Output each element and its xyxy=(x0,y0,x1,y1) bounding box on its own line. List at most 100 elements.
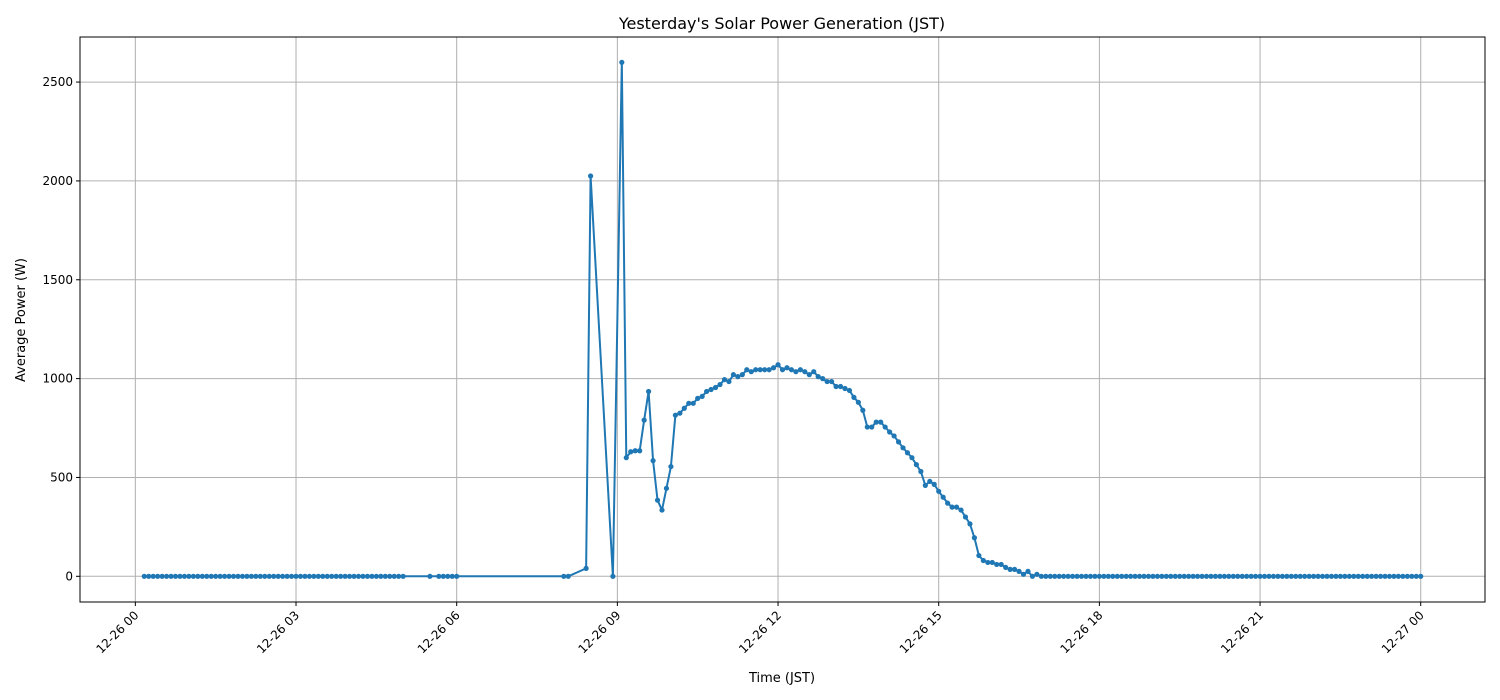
x-tick-label: 12-26 18 xyxy=(1057,608,1105,656)
data-point xyxy=(1302,573,1308,579)
y-axis-label: Average Power (W) xyxy=(14,258,29,382)
data-point xyxy=(641,417,647,423)
data-point xyxy=(208,573,214,579)
x-axis-label: Time (JST) xyxy=(748,671,815,686)
data-point xyxy=(958,507,964,513)
data-point xyxy=(1070,573,1076,579)
data-point xyxy=(1029,573,1036,579)
data-point xyxy=(1328,573,1335,579)
data-point xyxy=(1141,573,1147,579)
data-point xyxy=(842,385,848,392)
data-point xyxy=(793,369,799,375)
data-point xyxy=(186,573,192,579)
data-point xyxy=(628,449,634,455)
data-point xyxy=(779,367,786,373)
data-point xyxy=(324,573,330,579)
x-tick-label: 12-26 21 xyxy=(1218,608,1266,656)
data-point xyxy=(1293,573,1299,579)
x-tick-label: 12-26 06 xyxy=(415,608,463,656)
data-point xyxy=(1244,573,1250,579)
data-point xyxy=(141,573,147,579)
data-point xyxy=(1096,573,1102,579)
data-point xyxy=(824,378,830,385)
data-point xyxy=(712,384,719,391)
data-point xyxy=(1163,573,1169,579)
data-point xyxy=(1377,573,1384,579)
data-point xyxy=(1128,573,1134,579)
data-point xyxy=(811,369,817,375)
data-point xyxy=(315,573,321,579)
data-point xyxy=(1284,573,1290,579)
data-point xyxy=(753,367,759,373)
data-point xyxy=(695,395,701,401)
data-point xyxy=(869,424,875,430)
data-point xyxy=(1181,573,1187,579)
data-point xyxy=(1043,573,1049,579)
data-point xyxy=(364,573,371,579)
data-point xyxy=(953,504,960,510)
data-point xyxy=(887,429,893,435)
data-point xyxy=(235,573,241,579)
data-point xyxy=(891,433,897,439)
data-point xyxy=(677,410,683,416)
data-point xyxy=(949,504,955,510)
data-point xyxy=(1034,571,1040,577)
data-point xyxy=(587,173,594,179)
data-point xyxy=(1360,573,1366,579)
data-point xyxy=(735,374,741,380)
y-tick-label: 500 xyxy=(50,470,73,484)
data-point xyxy=(1145,573,1152,579)
data-point xyxy=(222,573,228,579)
data-point xyxy=(994,561,1000,568)
data-point xyxy=(748,369,754,375)
data-point xyxy=(342,573,348,579)
data-point xyxy=(1020,571,1027,577)
y-tick-label: 0 xyxy=(65,569,73,583)
data-point xyxy=(449,573,455,579)
data-point xyxy=(815,374,821,380)
data-point xyxy=(945,500,951,506)
data-point xyxy=(820,376,826,382)
data-point xyxy=(1132,573,1138,579)
data-point xyxy=(797,367,803,373)
data-point xyxy=(1342,573,1348,579)
data-point xyxy=(940,494,946,500)
data-point xyxy=(1382,573,1388,579)
data-point xyxy=(1003,564,1009,571)
data-point xyxy=(1418,573,1424,579)
data-point xyxy=(1230,573,1236,579)
y-tick-label: 1000 xyxy=(42,372,73,386)
data-point xyxy=(686,400,692,406)
data-point xyxy=(1074,573,1080,579)
data-point xyxy=(1373,573,1379,579)
data-point xyxy=(1190,573,1196,579)
data-point xyxy=(146,573,152,579)
data-point xyxy=(1212,573,1219,579)
data-point xyxy=(1194,573,1201,579)
data-point xyxy=(980,557,986,564)
data-point xyxy=(1279,573,1285,579)
data-point xyxy=(346,573,353,579)
data-point xyxy=(1404,573,1410,579)
data-point xyxy=(369,573,375,579)
data-point xyxy=(1275,573,1281,579)
data-point xyxy=(646,388,652,395)
data-point xyxy=(257,573,263,579)
data-point xyxy=(329,573,335,579)
data-point xyxy=(204,573,210,579)
data-point xyxy=(1159,573,1165,579)
data-point xyxy=(971,535,978,541)
data-point xyxy=(967,521,973,527)
data-point xyxy=(717,381,723,388)
data-point xyxy=(355,573,362,579)
data-point xyxy=(922,482,928,488)
data-point xyxy=(663,485,670,491)
data-point xyxy=(213,573,219,579)
data-point xyxy=(181,573,188,579)
data-point xyxy=(306,573,313,579)
data-point xyxy=(1395,573,1402,579)
data-point xyxy=(427,573,433,579)
data-point xyxy=(190,573,196,579)
data-point xyxy=(744,367,750,373)
data-point xyxy=(770,365,777,371)
